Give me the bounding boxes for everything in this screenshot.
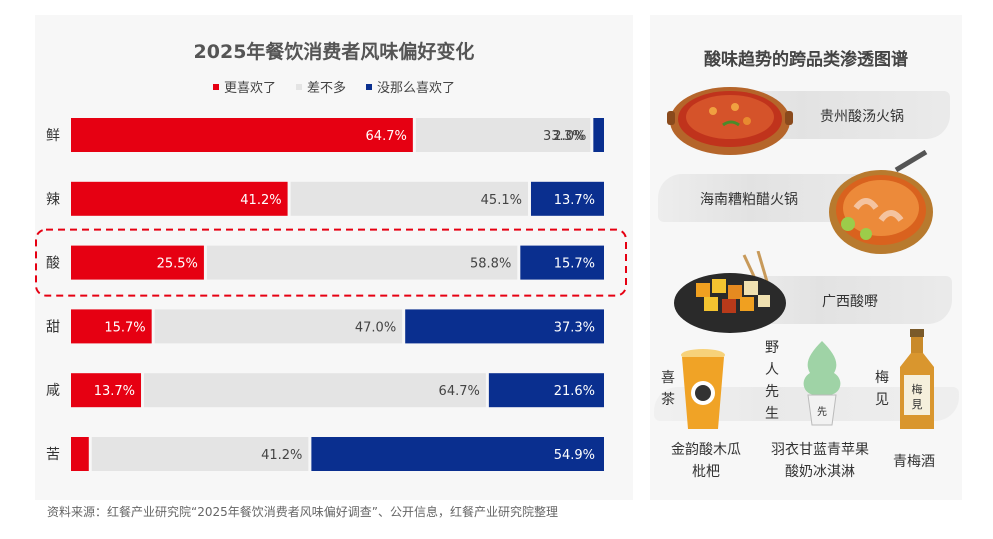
bar-segment <box>71 437 89 471</box>
brand-char: 梅 <box>875 370 889 386</box>
brand-char: 人 <box>765 362 779 378</box>
svg-text:梅: 梅 <box>912 382 923 396</box>
product-label: 羽衣甘蓝青苹果 酸奶冰淇淋 <box>755 439 885 483</box>
data-label: 41.2% <box>261 448 302 463</box>
legend-swatch-gray <box>295 83 302 90</box>
data-label: 13.7% <box>94 384 135 399</box>
dish-label: 广西酸嘢 <box>822 294 878 310</box>
data-label: 15.7% <box>554 257 595 272</box>
plum-wine-bottle-image: 梅 見 <box>900 329 934 429</box>
legend-label: 没那么喜欢了 <box>377 81 456 96</box>
svg-text:見: 見 <box>912 398 923 411</box>
data-label: 64.7% <box>439 384 480 399</box>
bar-segment <box>71 373 142 408</box>
data-label: 33.3% <box>543 129 584 144</box>
legend-swatch-blue <box>366 83 372 90</box>
bar-segment <box>71 309 152 344</box>
category-label: 酸 <box>46 256 60 272</box>
product-name-line2: 酸奶冰淇淋 <box>785 464 855 480</box>
bar-segment <box>311 437 604 471</box>
category-label: 苦 <box>46 447 60 463</box>
chart-title: 2025年餐饮消费者风味偏好变化 <box>193 41 475 63</box>
category-label: 咸 <box>46 383 60 399</box>
data-label: 21.6% <box>554 384 595 399</box>
svg-text:先: 先 <box>817 406 827 418</box>
product-name-line2: 枇杷 <box>692 464 720 480</box>
data-label: 64.7% <box>366 129 407 144</box>
legend-item-same: 差不多 <box>295 77 346 96</box>
product-name-line1: 金韵酸木瓜 <box>671 442 741 458</box>
bar-segment <box>530 181 604 216</box>
bar-segment <box>593 118 604 152</box>
bar-segment <box>206 245 518 280</box>
category-label: 鲜 <box>46 128 60 144</box>
cross-category-panel: 酸味趋势的跨品类渗透图谱 贵州酸汤火锅 海南糟粕醋火锅 广西酸嘢 喜茶 <box>650 15 962 500</box>
source-footnote: 资料来源：红餐产业研究院“2025年餐饮消费者风味偏好调查”、公开信息，红餐产业… <box>47 505 558 519</box>
data-label: 45.1% <box>481 193 522 208</box>
brand-label-meijian: 梅见 <box>874 367 890 411</box>
bar-segment <box>290 181 528 216</box>
brand-char: 茶 <box>661 392 675 408</box>
product-label: 青梅酒 <box>878 451 950 473</box>
bar-segment <box>520 245 604 280</box>
bar-segment <box>405 309 604 344</box>
legend-item-more: 更喜欢了 <box>212 77 276 96</box>
legend-item-less: 没那么喜欢了 <box>366 77 455 96</box>
panel-title: 酸味趋势的跨品类渗透图谱 <box>704 50 908 70</box>
pickled-fruit-image <box>674 251 786 333</box>
product-name-line1: 青梅酒 <box>893 454 935 470</box>
category-label: 甜 <box>46 319 60 335</box>
brand-label-heytea: 喜茶 <box>660 367 676 411</box>
vinegar-hotpot-image <box>829 150 933 254</box>
data-label: 37.3% <box>554 320 595 335</box>
data-label: 2.0% <box>553 129 586 144</box>
data-label: 25.5% <box>157 257 198 272</box>
data-label: 41.2% <box>240 193 281 208</box>
legend-label: 更喜欢了 <box>223 81 276 96</box>
bar-segment <box>144 373 486 408</box>
product-label: 金韵酸木瓜 枇杷 <box>650 439 762 483</box>
bar-segment <box>91 437 309 471</box>
brand-char: 见 <box>875 392 889 408</box>
legend-swatch-red <box>212 83 219 90</box>
bar-segment <box>488 373 604 408</box>
ice-cream-image: 先 <box>803 341 841 426</box>
bar-segment <box>71 181 288 216</box>
data-label: 54.9% <box>554 448 595 463</box>
brand-char: 先 <box>765 384 779 400</box>
chart-legend: 更喜欢了 差不多 没那么喜欢了 <box>35 77 633 96</box>
brand-label-yerenxiansheng: 野人先生 <box>764 337 780 425</box>
product-name-line1: 羽衣甘蓝青苹果 <box>771 442 869 458</box>
brand-char: 野 <box>765 340 779 356</box>
brand-char: 生 <box>765 406 779 422</box>
bar-segment <box>415 118 591 152</box>
legend-label: 差不多 <box>306 81 346 96</box>
data-label: 13.7% <box>554 193 595 208</box>
bar-segment <box>154 309 403 344</box>
drink-cup-image <box>681 349 725 429</box>
bar-segment <box>71 245 204 280</box>
data-label: 58.8% <box>470 257 511 272</box>
data-label: 15.7% <box>104 320 145 335</box>
brand-char: 喜 <box>661 370 675 386</box>
sour-soup-hotpot-image <box>667 87 793 155</box>
category-label: 辣 <box>46 192 60 208</box>
bar-segment <box>71 118 413 152</box>
dish-label: 海南糟粕醋火锅 <box>700 192 798 208</box>
dish-label: 贵州酸汤火锅 <box>820 109 904 125</box>
data-label: 47.0% <box>355 320 396 335</box>
